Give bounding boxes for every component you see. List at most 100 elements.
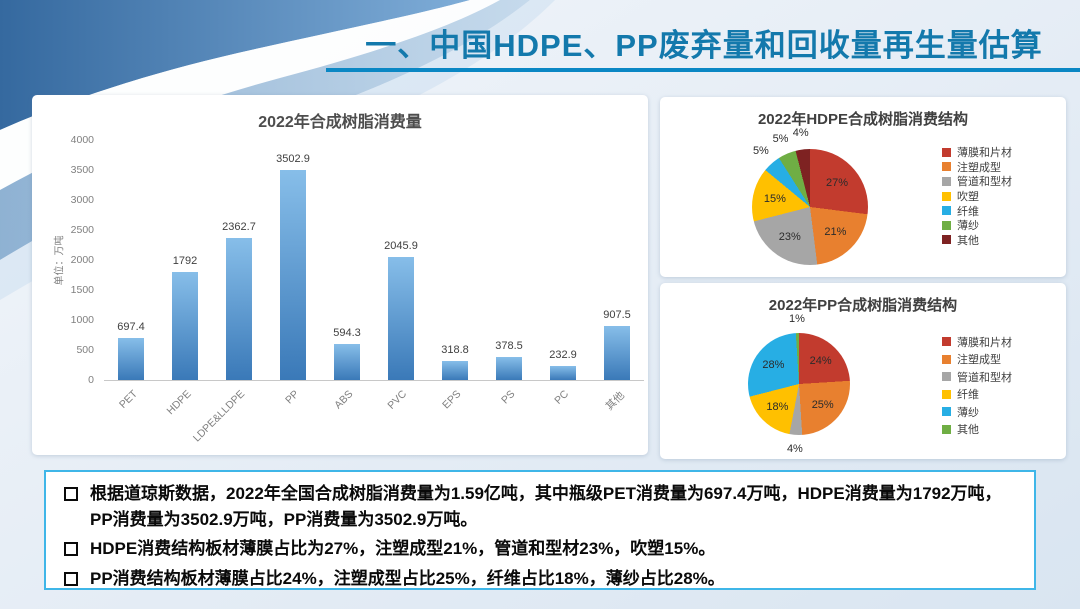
bar-value-label: 378.5 — [495, 340, 523, 353]
legend-swatch — [942, 337, 951, 347]
bar — [496, 357, 522, 380]
bullet-square-icon — [64, 571, 78, 586]
hdpe-pie-chart: 27% 21% 23% 15% 5% 5% 4% — [752, 127, 868, 265]
note-text: PP消费结构板材薄膜占比24%，注塑成型占比25%，纤维占比18%，薄纱占比28… — [90, 568, 725, 588]
pie-slice-label: 15% — [763, 193, 786, 206]
legend-swatch — [942, 407, 951, 417]
y-axis-tick: 3500 — [70, 164, 94, 176]
legend-item: 注塑成型 — [942, 351, 1012, 369]
bar-category-label: 其他 — [603, 389, 627, 413]
pie-slice-label: 21% — [824, 226, 847, 239]
bar-category-label: HDPE — [164, 388, 194, 418]
bar-column: 318.8 EPS — [428, 140, 482, 411]
bar-value-label: 232.9 — [549, 349, 577, 362]
bar-value-label: 907.5 — [603, 308, 631, 321]
legend-label: 管道和型材 — [957, 371, 1012, 384]
legend-label: 其他 — [957, 424, 979, 437]
pie-slice-label: 5% — [752, 145, 769, 158]
y-axis-tick: 1000 — [70, 314, 94, 326]
bar-column: 3502.9 PP — [266, 140, 320, 407]
legend-label: 薄膜和片材 — [957, 147, 1012, 160]
pie-slice-label: 28% — [762, 359, 785, 372]
bar-category-label: PVC — [385, 388, 410, 412]
hdpe-pie-title: 2022年HDPE合成树脂消费结构 — [757, 111, 969, 128]
legend-label: 纤维 — [957, 205, 979, 218]
legend-label: 注塑成型 — [957, 354, 1001, 367]
pie-slice-label: 4% — [792, 127, 809, 140]
y-axis-tick: 0 — [88, 374, 94, 386]
bar-category-label: EPS — [440, 388, 464, 412]
legend-label: 注塑成型 — [957, 161, 1001, 174]
legend-item: 纤维 — [942, 386, 1012, 404]
legend-label: 管道和型材 — [957, 176, 1012, 189]
hdpe-pie-legend: 薄膜和片材 注塑成型管道和型材 吹塑 纤维 薄纱 其他 — [942, 145, 1012, 247]
pie-slice-label: 23% — [778, 230, 801, 243]
bar-category-label: PC — [552, 388, 572, 407]
legend-label: 薄纱 — [957, 406, 979, 419]
pp-pie-panel: 2022年PP合成树脂消费结构 24% 25% 4% 18% 28% 1% 薄膜和片材 注塑… — [660, 283, 1066, 459]
bar-column: 232.9 PC — [536, 140, 590, 407]
bar-chart-panel: 2022年合成树脂消费量 单位：万吨 0 500 1000 1500 2000 2500 3… — [32, 95, 648, 455]
pie-slice-label: 25% — [811, 398, 834, 411]
bar-value-label: 1792 — [172, 255, 198, 268]
page-title: 一、中国HDPE、PP废弃量和回收量再生量估算 — [365, 28, 1043, 63]
legend-item: 其他 — [942, 233, 1012, 248]
bar — [226, 238, 252, 380]
hdpe-pie-panel: 2022年HDPE合成树脂消费结构 27% 21% 23% 15% 5% 5% 4% 薄膜和… — [660, 97, 1066, 277]
legend-item: 纤维 — [942, 203, 1012, 218]
bar-column: 2362.7 LDPE&LLDPE — [191, 140, 266, 444]
bar — [118, 338, 144, 380]
legend-item: 管道和型材 — [942, 174, 1012, 189]
y-axis-tick: 2000 — [70, 254, 94, 266]
legend-swatch — [942, 424, 951, 434]
legend-item: 薄膜和片材 — [942, 333, 1012, 351]
y-axis-tick: 3000 — [70, 194, 94, 206]
legend-swatch — [942, 162, 951, 172]
legend-item: 其他 — [942, 421, 1012, 439]
bar-column: 697.4 PET — [104, 140, 158, 411]
legend-swatch — [942, 220, 951, 230]
y-axis-tick: 500 — [76, 344, 94, 356]
note-row: PP消费结构板材薄膜占比24%，注塑成型占比25%，纤维占比18%，薄纱占比28… — [62, 566, 1018, 592]
bar-category-label: PET — [116, 388, 140, 411]
y-axis-tick: 1500 — [70, 284, 94, 296]
y-axis-tick: 2500 — [70, 224, 94, 236]
note-row: HDPE消费结构板材薄膜占比为27%，注塑成型21%，管道和型材23%，吹塑15… — [62, 536, 1018, 562]
pp-pie-chart: 24% 25% 4% 18% 28% 1% — [748, 313, 850, 455]
bar — [172, 272, 198, 380]
legend-item: 吹塑 — [942, 189, 1012, 204]
y-axis-tick: 4000 — [70, 134, 94, 146]
bar — [442, 360, 468, 380]
note-row: 根据道琼斯数据，2022年全国合成树脂消费量为1.59亿吨，其中瓶级PET消费量… — [62, 481, 1018, 532]
note-text: 根据道琼斯数据，2022年全国合成树脂消费量为1.59亿吨，其中瓶级PET消费量… — [90, 484, 1002, 529]
legend-label: 纤维 — [957, 389, 979, 402]
notes-box: 根据道琼斯数据，2022年全国合成树脂消费量为1.59亿吨，其中瓶级PET消费量… — [44, 470, 1036, 590]
bar-column: 594.3 ABS — [320, 140, 374, 411]
pie-slice-label: 18% — [766, 401, 789, 414]
legend-item: 薄纱 — [942, 218, 1012, 233]
bar-value-label: 2362.7 — [222, 221, 256, 234]
pie-slice-label: 1% — [788, 312, 805, 325]
bar-category-label: ABS — [332, 388, 356, 412]
bullet-square-icon — [64, 487, 78, 501]
bar — [388, 257, 414, 380]
pp-pie-title: 2022年PP合成树脂消费结构 — [768, 297, 958, 314]
legend-label: 薄膜和片材 — [957, 336, 1012, 349]
title-underline — [326, 68, 1080, 72]
bar-value-label: 2045.9 — [384, 240, 418, 253]
legend-swatch — [942, 372, 951, 382]
bar-value-label: 318.8 — [441, 343, 469, 356]
bar — [280, 169, 306, 380]
legend-swatch — [942, 206, 951, 216]
legend-item: 薄膜和片材 — [942, 145, 1012, 160]
legend-swatch — [942, 191, 951, 201]
bar-chart-title: 2022年合成树脂消费量 — [258, 114, 422, 131]
bar-chart-plot-area: 0 500 1000 1500 2000 2500 3000 3500 4000 697.4 PET… — [71, 134, 644, 444]
bar-value-label: 594.3 — [333, 327, 361, 340]
legend-item: 注塑成型 — [942, 160, 1012, 175]
pie-slice-label: 5% — [772, 132, 789, 145]
pp-pie-legend: 薄膜和片材注塑成型管道和型材纤维薄纱其他 — [942, 333, 1012, 438]
legend-item: 管道和型材 — [942, 368, 1012, 386]
pie-slice-label: 4% — [786, 443, 803, 456]
legend-label: 其他 — [957, 234, 979, 247]
